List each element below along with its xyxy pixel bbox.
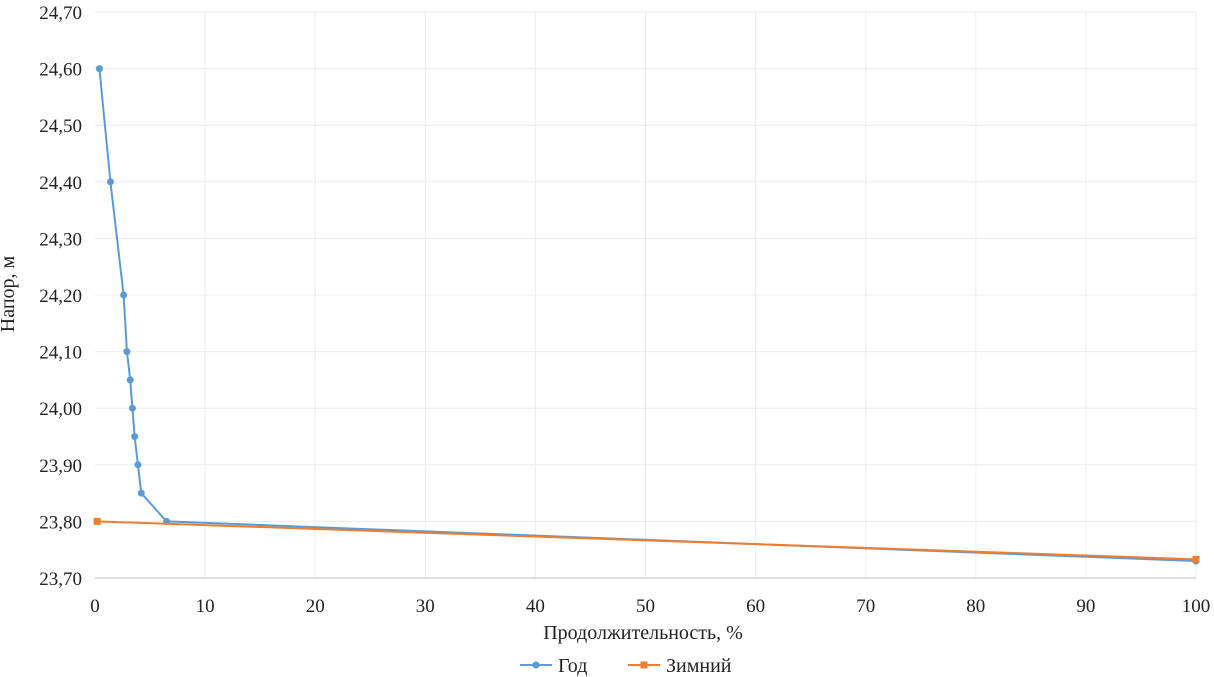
x-tick-label: 100 (1182, 596, 1211, 617)
series-line (97, 520, 1197, 561)
data-point (131, 433, 139, 440)
x-tick-label: 40 (526, 596, 545, 617)
data-point (137, 489, 145, 497)
data-point (128, 404, 136, 412)
x-axis-title: Продолжительность, % (543, 622, 743, 644)
legend-marker (532, 661, 540, 669)
x-tick-label: 30 (416, 596, 435, 617)
y-tick-label: 24,40 (39, 173, 82, 194)
y-tick-label: 24,30 (39, 229, 82, 250)
data-point (126, 376, 134, 384)
data-point (93, 517, 101, 525)
x-tick-labels: 0 10 20 30 40 50 60 70 80 90 100 (90, 596, 1210, 617)
x-tick-label: 0 (90, 596, 100, 617)
grid (95, 11, 1197, 578)
data-point (1192, 555, 1200, 563)
legend-label: Год (558, 655, 587, 677)
legend-label: Зимний (666, 655, 732, 677)
y-tick-labels: 23,70 23,80 23,90 24,00 24,10 24,20 24,30 24,40… (39, 3, 82, 590)
y-tick-label: 24,20 (39, 286, 82, 307)
data-point (106, 178, 114, 186)
legend-marker (640, 661, 648, 669)
y-tick-label: 24,50 (39, 116, 82, 137)
y-tick-label: 24,10 (39, 343, 82, 364)
x-tick-label: 70 (856, 596, 875, 617)
y-tick-label: 24,60 (39, 60, 82, 81)
data-point (95, 65, 103, 73)
x-tick-label: 10 (196, 596, 215, 617)
y-tick-label: 23,80 (39, 512, 82, 533)
legend: Год Зимний (520, 655, 732, 677)
x-tick-label: 50 (636, 596, 655, 617)
x-tick-label: 80 (966, 596, 985, 617)
series-line (98, 68, 1197, 563)
y-tick-label: 23,70 (39, 569, 82, 590)
x-tick-label: 90 (1076, 596, 1095, 617)
y-tick-label: 24,00 (39, 399, 82, 420)
y-axis-title: Напор, м (0, 255, 19, 332)
y-tick-label: 23,90 (39, 456, 82, 477)
data-point (134, 461, 142, 469)
data-point (123, 348, 131, 356)
series-group (93, 65, 1200, 565)
x-tick-label: 20 (306, 596, 325, 617)
data-point (120, 291, 128, 299)
y-tick-label: 24,70 (39, 3, 82, 24)
x-tick-label: 60 (746, 596, 765, 617)
